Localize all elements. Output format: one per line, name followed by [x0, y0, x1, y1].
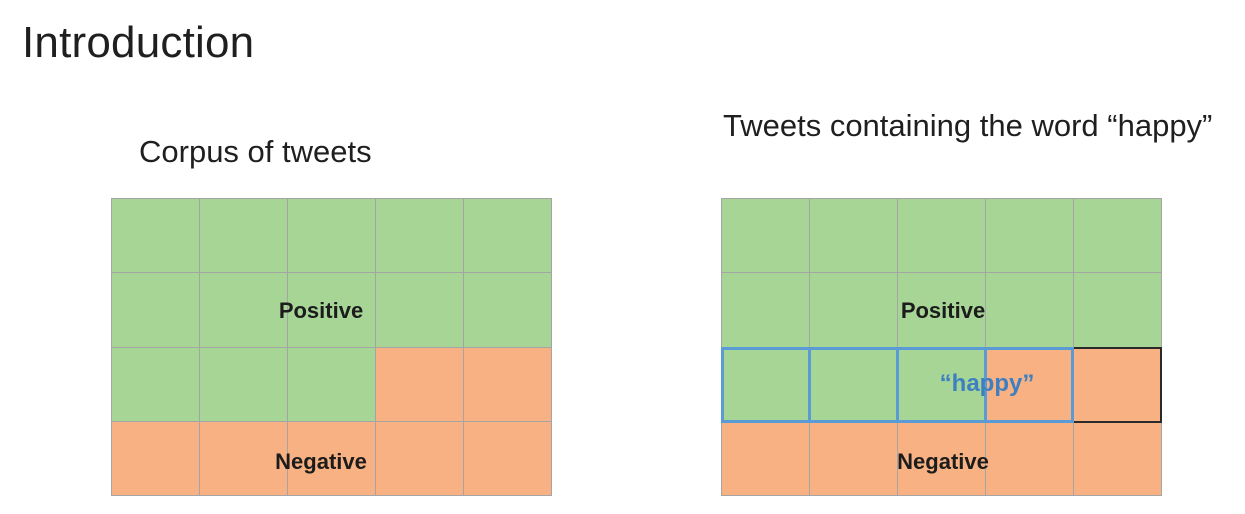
happy-cell-pos-r1c3: [898, 199, 985, 273]
happy-cell-neg-r4c3: [898, 421, 985, 495]
happy-cell-neg-r4c4: [986, 421, 1073, 495]
happy-divider-3: [984, 347, 987, 423]
corpus-cell-pos-r2c5: [464, 273, 551, 347]
happy-cell-pos-r1c2: [810, 199, 897, 273]
corpus-cell-neg-r3c5: [464, 347, 551, 421]
corpus-cell-pos-r2c3: [288, 273, 375, 347]
happy-cell-neg-r4c5: [1074, 421, 1161, 495]
happy-cell-neg-r3c4: [986, 347, 1073, 421]
corpus-cell-pos-r3c3: [288, 347, 375, 421]
corpus-cell-pos-r2c2: [200, 273, 287, 347]
happy-divider-2: [896, 347, 899, 423]
happy-cell-pos-r1c4: [986, 199, 1073, 273]
happy-cell-pos-r2c1: [722, 273, 809, 347]
happy-cell-neg-r4c2: [810, 421, 897, 495]
happy-cell-pos-r3c2: [810, 347, 897, 421]
corpus-cell-pos-r1c4: [376, 199, 463, 273]
corpus-cell-neg-r3c4: [376, 347, 463, 421]
happy-cell-pos-r1c5: [1074, 199, 1161, 273]
happy-cell-neg-r3c5: [1074, 347, 1161, 421]
happy-cell-pos-r2c2: [810, 273, 897, 347]
happy-cell-neg-r4c1: [722, 421, 809, 495]
happy-tweets-grid: [721, 198, 1162, 496]
happy-cell-pos-r2c3: [898, 273, 985, 347]
corpus-cell-pos-r1c1: [112, 199, 199, 273]
corpus-cell-pos-r3c2: [200, 347, 287, 421]
happy-cell-pos-r3c1: [722, 347, 809, 421]
corpus-cell-neg-r4c5: [464, 421, 551, 495]
happy-negative-label: Negative: [897, 449, 989, 474]
corpus-cell-pos-r2c4: [376, 273, 463, 347]
happy-cell-pos-r2c4: [986, 273, 1073, 347]
corpus-positive-label: Positive: [278, 298, 364, 323]
corpus-negative-label: Negative: [275, 449, 367, 474]
slide-title: Introduction: [22, 18, 255, 67]
corpus-cell-pos-r1c2: [200, 199, 287, 273]
happy-positive-label: Positive: [900, 298, 986, 323]
happy-highlight-label: “happy”: [939, 370, 1035, 397]
corpus-cell-pos-r3c1: [112, 347, 199, 421]
corpus-cell-pos-r1c3: [288, 199, 375, 273]
happy-adjacent-cell-outline: [1073, 347, 1162, 423]
corpus-cell-neg-r4c2: [200, 421, 287, 495]
happy-divider-1: [808, 347, 811, 423]
corpus-grid: [111, 198, 552, 496]
happy-cell-pos-r3c3: [898, 347, 985, 421]
happy-cell-pos-r2c5: [1074, 273, 1161, 347]
corpus-cell-pos-r1c5: [464, 199, 551, 273]
corpus-cell-neg-r4c4: [376, 421, 463, 495]
happy-cell-pos-r1c1: [722, 199, 809, 273]
corpus-cell-neg-r4c3: [288, 421, 375, 495]
corpus-title: Corpus of tweets: [139, 134, 372, 169]
happy-tweets-title: Tweets containing the word “happy”: [723, 108, 1213, 143]
corpus-cell-pos-r2c1: [112, 273, 199, 347]
corpus-cell-neg-r4c1: [112, 421, 199, 495]
